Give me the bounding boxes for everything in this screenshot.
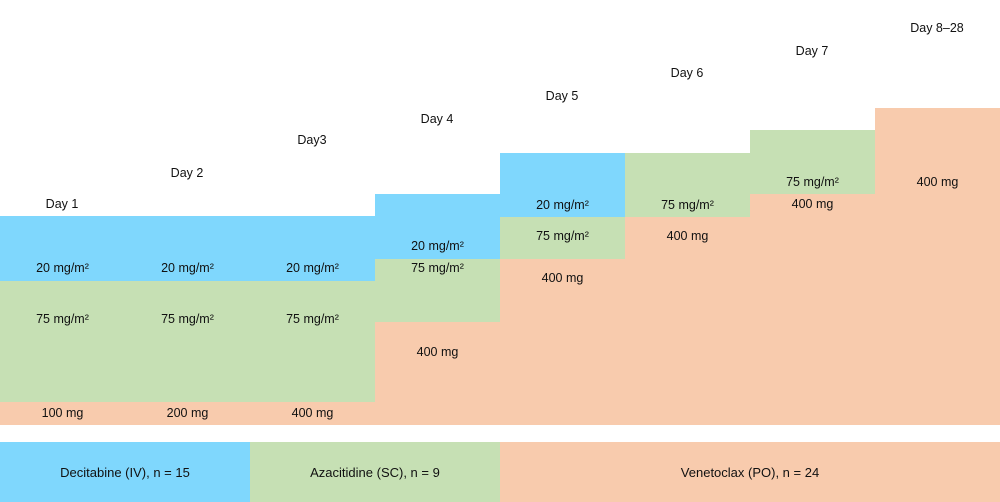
- dose-label-decitabine-day-4: 20 mg/m²: [411, 239, 464, 253]
- dose-block-azacitidine-day-6: [625, 153, 750, 217]
- dose-label-decitabine-day-1: 20 mg/m²: [36, 261, 89, 275]
- day-label-5: Day 5: [546, 89, 579, 103]
- day-label-7: Day 7: [796, 44, 829, 58]
- dose-label-venetoclax-day-5: 400 mg: [542, 271, 584, 285]
- dose-label-azacitidine-day-4: 75 mg/m²: [411, 261, 464, 275]
- day-labels: Day 1 Day 2 Day3 Day 4 Day 5 Day 6 Day 7 Day 8–…: [46, 21, 964, 211]
- dose-block-venetoclax-day-8: [875, 108, 1000, 425]
- day-label-3: Day3: [297, 133, 326, 147]
- dose-block-venetoclax-day-7: [750, 194, 875, 425]
- dose-block-venetoclax-day-6: [625, 217, 750, 425]
- day-label-6: Day 6: [671, 66, 704, 80]
- dose-label-azacitidine-day-3: 75 mg/m²: [286, 312, 339, 326]
- legend-venetoclax: Venetoclax (PO), n = 24: [500, 442, 1000, 502]
- dose-label-venetoclax-day-3: 400 mg: [292, 406, 334, 420]
- dose-label-decitabine-day-2: 20 mg/m²: [161, 261, 214, 275]
- dose-block-decitabine-day-1: [0, 216, 125, 281]
- dose-label-venetoclax-day-8: 400 mg: [917, 175, 959, 189]
- dose-block-decitabine-day-2: [125, 216, 250, 281]
- dose-block-decitabine-day-3: [250, 216, 375, 281]
- dose-block-azacitidine-day-1: [0, 281, 125, 402]
- dose-block-venetoclax-day-1: [0, 402, 125, 425]
- dose-block-venetoclax-day-2: [125, 402, 250, 425]
- dose-block-venetoclax-day-5: [500, 259, 625, 425]
- dose-label-venetoclax-day-6: 400 mg: [667, 229, 709, 243]
- dose-label-decitabine-day-5: 20 mg/m²: [536, 198, 589, 212]
- dose-block-venetoclax-day-3: [250, 402, 375, 425]
- dose-block-azacitidine-day-5: [500, 217, 625, 259]
- day-label-8: Day 8–28: [910, 21, 964, 35]
- dose-label-azacitidine-day-5: 75 mg/m²: [536, 229, 589, 243]
- day-label-4: Day 4: [421, 112, 454, 126]
- dose-block-azacitidine-day-7: [750, 130, 875, 194]
- dose-label-venetoclax-day-4: 400 mg: [417, 345, 459, 359]
- dose-block-venetoclax-day-4: [375, 322, 500, 425]
- dose-label-venetoclax-day-7: 400 mg: [792, 197, 834, 211]
- dose-label-azacitidine-day-2: 75 mg/m²: [161, 312, 214, 326]
- dose-label-azacitidine-day-1: 75 mg/m²: [36, 312, 89, 326]
- dose-label-azacitidine-day-6: 75 mg/m²: [661, 198, 714, 212]
- dose-block-azacitidine-day-3: [250, 281, 375, 402]
- dose-label-venetoclax-day-2: 200 mg: [167, 406, 209, 420]
- dose-block-decitabine-day-5: [500, 153, 625, 217]
- dose-label-decitabine-day-3: 20 mg/m²: [286, 261, 339, 275]
- legend-azacitidine-label: Azacitidine (SC), n = 9: [310, 464, 440, 480]
- legend-decitabine: Decitabine (IV), n = 15: [0, 442, 250, 502]
- dose-block-azacitidine-day-2: [125, 281, 250, 402]
- dose-block-azacitidine-day-4: [375, 259, 500, 322]
- legend-decitabine-label: Decitabine (IV), n = 15: [60, 464, 190, 480]
- day-label-1: Day 1: [46, 197, 79, 211]
- dose-label-azacitidine-day-7: 75 mg/m²: [786, 175, 839, 189]
- dose-block-decitabine-day-4: [375, 194, 500, 259]
- legend-venetoclax-label: Venetoclax (PO), n = 24: [680, 464, 820, 480]
- dose-label-venetoclax-day-1: 100 mg: [42, 406, 84, 420]
- dose-labels: 20 mg/m² 75 mg/m² 100 mg 20 mg/m² 75 mg/m² 20…: [36, 175, 958, 420]
- day-label-2: Day 2: [171, 166, 204, 180]
- dose-blocks: [0, 108, 1000, 425]
- legend-azacitidine: Azacitidine (SC), n = 9: [250, 442, 500, 502]
